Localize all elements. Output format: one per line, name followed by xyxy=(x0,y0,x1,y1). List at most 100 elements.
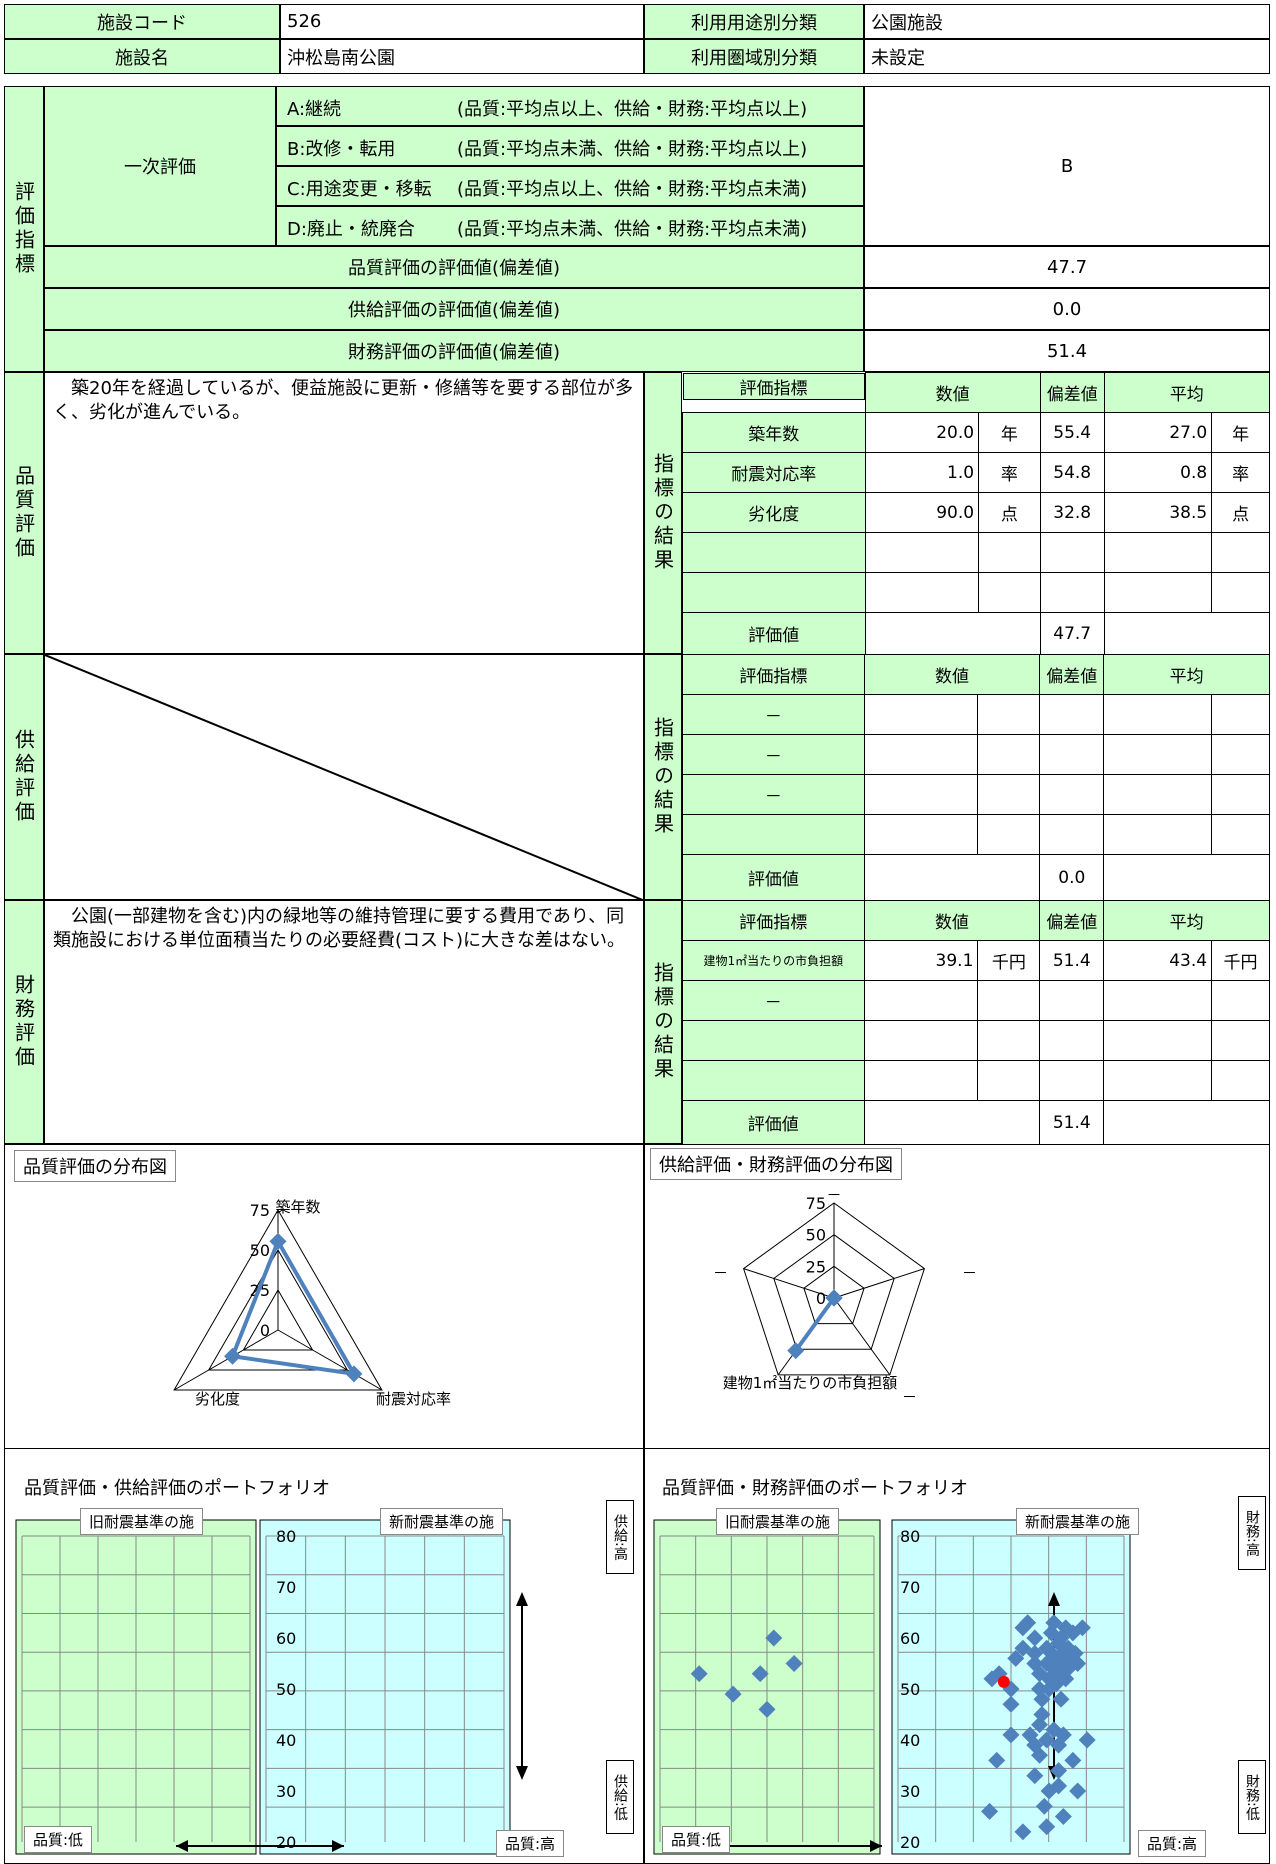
col-value: 数値 xyxy=(864,372,1041,413)
radar-grid-ring xyxy=(242,1288,314,1351)
radar-tick-label: 50 xyxy=(806,1226,826,1245)
radar-axis-label: 建物1㎡当たりの市負担額 xyxy=(723,1374,898,1392)
eval-row: 評価値 51.4 xyxy=(682,1100,1270,1145)
empty-cell xyxy=(1039,1020,1105,1061)
y-tick-label: 20 xyxy=(900,1833,920,1852)
scatter-point xyxy=(1031,1716,1049,1734)
radar-axis-label: 耐震対応率 xyxy=(376,1390,451,1408)
eval-index-side-label: 評価指標 xyxy=(11,181,36,277)
option-a-code: A:継続 xyxy=(287,99,342,120)
empty-cell xyxy=(864,612,1041,655)
option-d-desc: (品質:平均点未満、供給・財務:平均点未満) xyxy=(457,219,808,240)
scatter-point xyxy=(1014,1639,1032,1657)
radar-axis-line xyxy=(833,1268,925,1299)
option-c-desc: (品質:平均点以上、供給・財務:平均点未満) xyxy=(457,179,808,200)
empty-cell xyxy=(977,694,1041,735)
quality-side-label: 品質評価 xyxy=(11,465,36,561)
empty-cell xyxy=(1103,1100,1270,1145)
empty-cell xyxy=(1211,694,1270,735)
scatter-point xyxy=(1052,1690,1070,1708)
row-unit: 点 xyxy=(978,492,1041,533)
y-tick-label: 60 xyxy=(900,1629,920,1648)
y-tick-label: 80 xyxy=(900,1527,920,1546)
empty-cell xyxy=(682,572,866,613)
port2-q-low: 品質:低 xyxy=(662,1826,731,1853)
empty-cell xyxy=(1103,854,1270,901)
y-tick-label: 20 xyxy=(276,1833,296,1852)
y-tick-label: 50 xyxy=(276,1680,296,1699)
col-average: 平均 xyxy=(1103,900,1270,941)
primary-eval-result: B xyxy=(864,86,1270,246)
empty-cell xyxy=(1039,980,1105,1021)
option-b-code: B:改修・転用 xyxy=(287,139,396,160)
empty-cell xyxy=(1103,612,1271,655)
scatter-point xyxy=(1014,1823,1032,1841)
table-row: 劣化度 90.0 点 32.8 38.5 点 xyxy=(682,492,1270,533)
arrow-down-head xyxy=(516,1766,528,1780)
empty-cell xyxy=(978,572,1041,613)
empty-cell xyxy=(977,1060,1041,1101)
empty-cell xyxy=(1211,532,1270,573)
quality-eval-label: 品質評価の評価値(偏差値) xyxy=(44,246,864,288)
table-row xyxy=(682,532,1270,573)
supply-side: 供給評価 xyxy=(4,654,44,900)
scatter-point xyxy=(751,1665,769,1683)
y-tick-label: 70 xyxy=(276,1578,296,1597)
scatter-point xyxy=(1050,1777,1068,1795)
finance-eval-label: 財務評価の評価値(偏差値) xyxy=(44,330,864,372)
empty-cell xyxy=(863,980,979,1021)
finance-header-row: 評価指標 数値 偏差値 平均 xyxy=(682,900,1270,941)
empty-cell xyxy=(863,694,979,735)
finance-results-label: 指標の結果 xyxy=(644,900,682,1144)
area-label: 利用圏域別分類 xyxy=(644,39,864,74)
radar-axis-line xyxy=(173,1329,279,1391)
empty-cell xyxy=(863,734,979,775)
empty-cell xyxy=(978,532,1041,573)
quality-eval-cell: 47.7 xyxy=(1039,612,1105,655)
col-indicator: 評価指標 xyxy=(682,900,865,941)
port1-q-low: 品質:低 xyxy=(24,1826,93,1853)
radar-grid-ring xyxy=(743,1202,925,1376)
row-name: － xyxy=(682,734,865,775)
table-row: 耐震対応率 1.0 率 54.8 0.8 率 xyxy=(682,452,1270,493)
empty-cell xyxy=(1103,814,1213,855)
y-tick-label: 30 xyxy=(900,1782,920,1801)
empty-cell xyxy=(1103,734,1213,775)
empty-cell xyxy=(863,854,1041,901)
supply-header-row: 評価指標 数値 偏差値 平均 xyxy=(682,654,1270,695)
radar-data-point xyxy=(224,1347,242,1365)
eval-row: 評価値 0.0 xyxy=(682,854,1270,901)
empty-cell xyxy=(1211,734,1270,775)
supply-results-text: 指標の結果 xyxy=(650,717,675,837)
scatter-point xyxy=(1019,1614,1037,1632)
option-d: D:廃止・統廃合 (品質:平均点未満、供給・財務:平均点未満) xyxy=(276,206,864,246)
row-avg-unit: 年 xyxy=(1211,412,1270,453)
table-row: － xyxy=(682,734,1270,775)
row-value: 90.0 xyxy=(864,492,980,533)
scatter-point xyxy=(1035,1797,1053,1815)
option-a: A:継続 (品質:平均点以上、供給・財務:平均点以上) xyxy=(276,86,864,126)
supply-results-label: 指標の結果 xyxy=(644,654,682,900)
empty-cell xyxy=(1103,572,1213,613)
empty-cell xyxy=(1039,694,1105,735)
option-c: C:用途変更・移転 (品質:平均点以上、供給・財務:平均点未満) xyxy=(276,166,864,206)
y-tick-label: 30 xyxy=(276,1782,296,1801)
table-row: 築年数 20.0 年 55.4 27.0 年 xyxy=(682,412,1270,453)
col-deviation: 偏差値 xyxy=(1039,372,1105,413)
scatter-point xyxy=(1038,1818,1056,1836)
row-avg: 38.5 xyxy=(1103,492,1213,533)
scatter-point xyxy=(1031,1746,1049,1764)
empty-cell xyxy=(1039,814,1105,855)
col-indicator: 評価指標 xyxy=(682,654,865,695)
radar-grid-ring xyxy=(803,1265,865,1325)
scatter-point xyxy=(1002,1726,1020,1744)
usage-label: 利用用途別分類 xyxy=(644,4,864,39)
port2-q-high: 品質:高 xyxy=(1138,1830,1207,1857)
radar-axis-label: 劣化度 xyxy=(195,1390,240,1408)
radar-tick-label: 50 xyxy=(250,1241,270,1260)
empty-cell xyxy=(1039,572,1105,613)
portfolio2-chart: 80 70 60 50 40 30 20 xyxy=(653,1519,1131,1855)
row-name: － xyxy=(682,980,865,1021)
arrow-right-head xyxy=(332,1840,344,1852)
row-name: 耐震対応率 xyxy=(682,452,866,493)
